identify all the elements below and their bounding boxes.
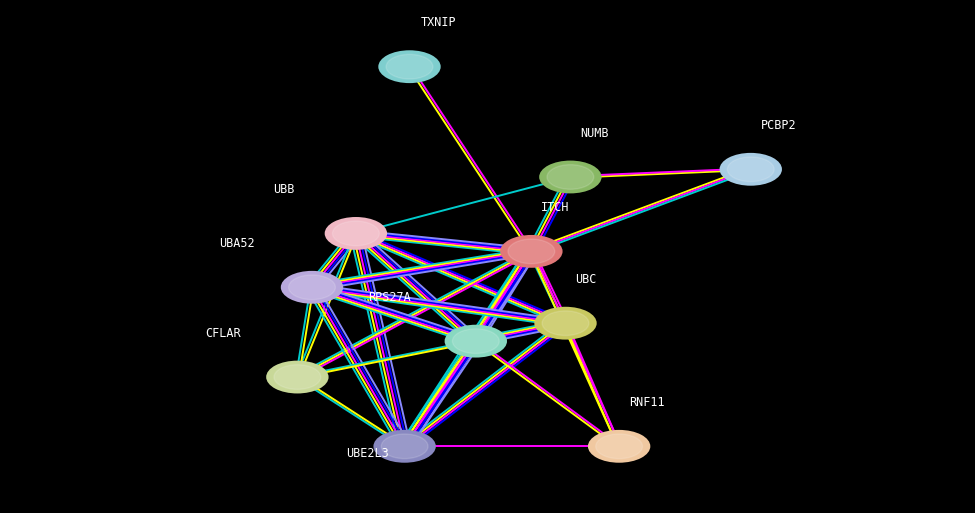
Circle shape	[534, 307, 597, 340]
Circle shape	[378, 50, 441, 83]
Text: RNF11: RNF11	[629, 397, 665, 409]
Text: UBB: UBB	[273, 184, 294, 196]
Circle shape	[508, 239, 555, 264]
Circle shape	[588, 430, 650, 463]
Text: TXNIP: TXNIP	[421, 16, 457, 29]
Circle shape	[373, 430, 436, 463]
Circle shape	[452, 329, 499, 353]
Text: UBA52: UBA52	[219, 238, 255, 250]
Circle shape	[542, 311, 589, 336]
Circle shape	[539, 161, 602, 193]
Circle shape	[445, 325, 507, 358]
Text: RPS27A: RPS27A	[369, 291, 411, 304]
Circle shape	[727, 157, 774, 182]
Circle shape	[547, 165, 594, 189]
Circle shape	[325, 217, 387, 250]
Circle shape	[266, 361, 329, 393]
Text: NUMB: NUMB	[580, 127, 608, 140]
Text: CFLAR: CFLAR	[205, 327, 241, 340]
Circle shape	[281, 271, 343, 304]
Circle shape	[386, 54, 433, 79]
Circle shape	[274, 365, 321, 389]
Circle shape	[332, 221, 379, 246]
Circle shape	[720, 153, 782, 186]
Text: UBC: UBC	[575, 273, 597, 286]
Circle shape	[381, 434, 428, 459]
Text: PCBP2: PCBP2	[760, 120, 797, 132]
Text: ITCH: ITCH	[541, 202, 569, 214]
Circle shape	[289, 275, 335, 300]
Circle shape	[596, 434, 643, 459]
Circle shape	[500, 235, 563, 268]
Text: UBE2L3: UBE2L3	[346, 447, 389, 460]
